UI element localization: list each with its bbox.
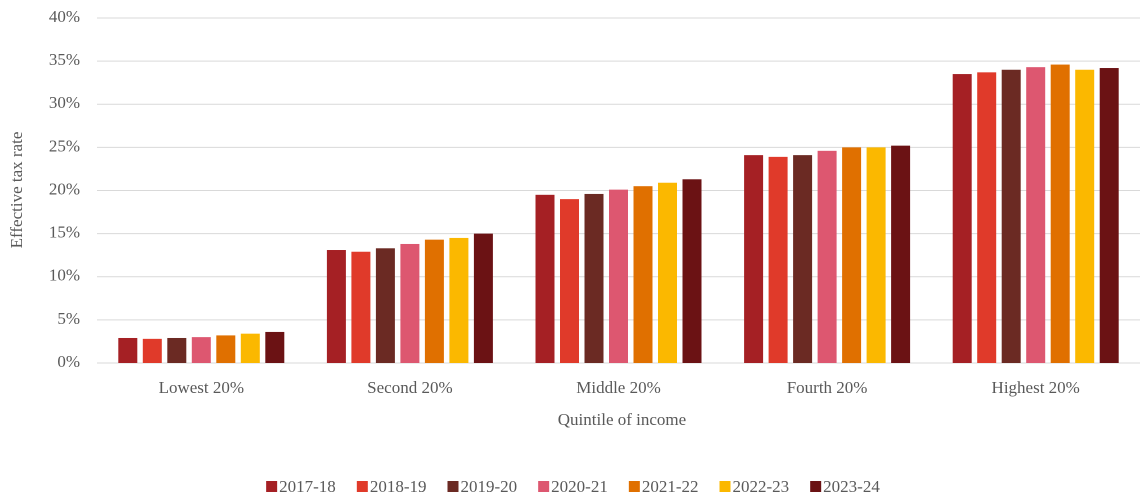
y-tick-label: 30%: [49, 93, 80, 112]
x-tick-label: Fourth 20%: [787, 378, 868, 397]
x-axis-title: Quintile of income: [558, 410, 686, 429]
bar: [866, 147, 886, 363]
legend-label: 2018-19: [370, 477, 427, 496]
bar: [265, 331, 285, 363]
y-tick-label: 40%: [49, 7, 80, 26]
legend-swatch: [719, 481, 731, 492]
legend-swatch: [447, 481, 459, 492]
bar: [240, 333, 260, 363]
legend-swatch: [810, 481, 822, 492]
y-axis-title: Effective tax rate: [7, 132, 26, 249]
y-tick-label: 0%: [57, 352, 80, 371]
legend-swatch: [266, 481, 278, 492]
bar: [793, 155, 813, 363]
bar: [118, 337, 138, 363]
bar: [142, 338, 162, 363]
bar: [351, 251, 371, 363]
bar: [167, 337, 187, 363]
y-tick-label: 25%: [49, 136, 80, 155]
bar: [952, 74, 972, 363]
bar: [658, 182, 677, 363]
x-tick-label: Second 20%: [367, 378, 452, 397]
bar: [1026, 67, 1046, 363]
x-tick-label: Highest 20%: [992, 378, 1080, 397]
bar: [473, 233, 493, 363]
y-tick-label: 35%: [49, 50, 80, 69]
y-tick-label: 15%: [49, 223, 80, 242]
legend-swatch: [356, 481, 368, 492]
bar: [375, 248, 395, 363]
bar: [1050, 64, 1070, 363]
y-tick-label: 10%: [49, 266, 80, 285]
bar: [535, 194, 555, 363]
bar: [1099, 68, 1119, 364]
bar: [1001, 69, 1021, 363]
bar: [449, 237, 469, 363]
bar: [216, 335, 236, 363]
legend-label: 2023-24: [823, 477, 880, 496]
legend-label: 2017-18: [279, 477, 336, 496]
legend-swatch: [538, 481, 550, 492]
legend-label: 2019-20: [460, 477, 517, 496]
bar: [682, 179, 702, 363]
bar: [609, 189, 628, 363]
bar: [891, 145, 911, 363]
legend-label: 2022-23: [733, 477, 790, 496]
bar: [633, 186, 653, 363]
legend-label: 2021-22: [642, 477, 699, 496]
legend-swatch: [628, 481, 640, 492]
y-tick-label: 20%: [49, 179, 80, 198]
legend-label: 2020-21: [551, 477, 608, 496]
bar: [424, 239, 444, 363]
x-tick-label: Lowest 20%: [159, 378, 244, 397]
bar: [400, 243, 420, 363]
x-tick-label: Middle 20%: [576, 378, 661, 397]
bar: [977, 72, 997, 364]
bar: [326, 250, 346, 363]
bar: [560, 199, 579, 363]
bar: [817, 150, 837, 363]
bar: [744, 155, 764, 363]
bar: [584, 193, 604, 363]
bar: [191, 337, 211, 363]
y-tick-label: 5%: [57, 309, 80, 328]
bar: [1075, 69, 1095, 363]
bar: [842, 147, 862, 363]
bar: [768, 156, 788, 363]
